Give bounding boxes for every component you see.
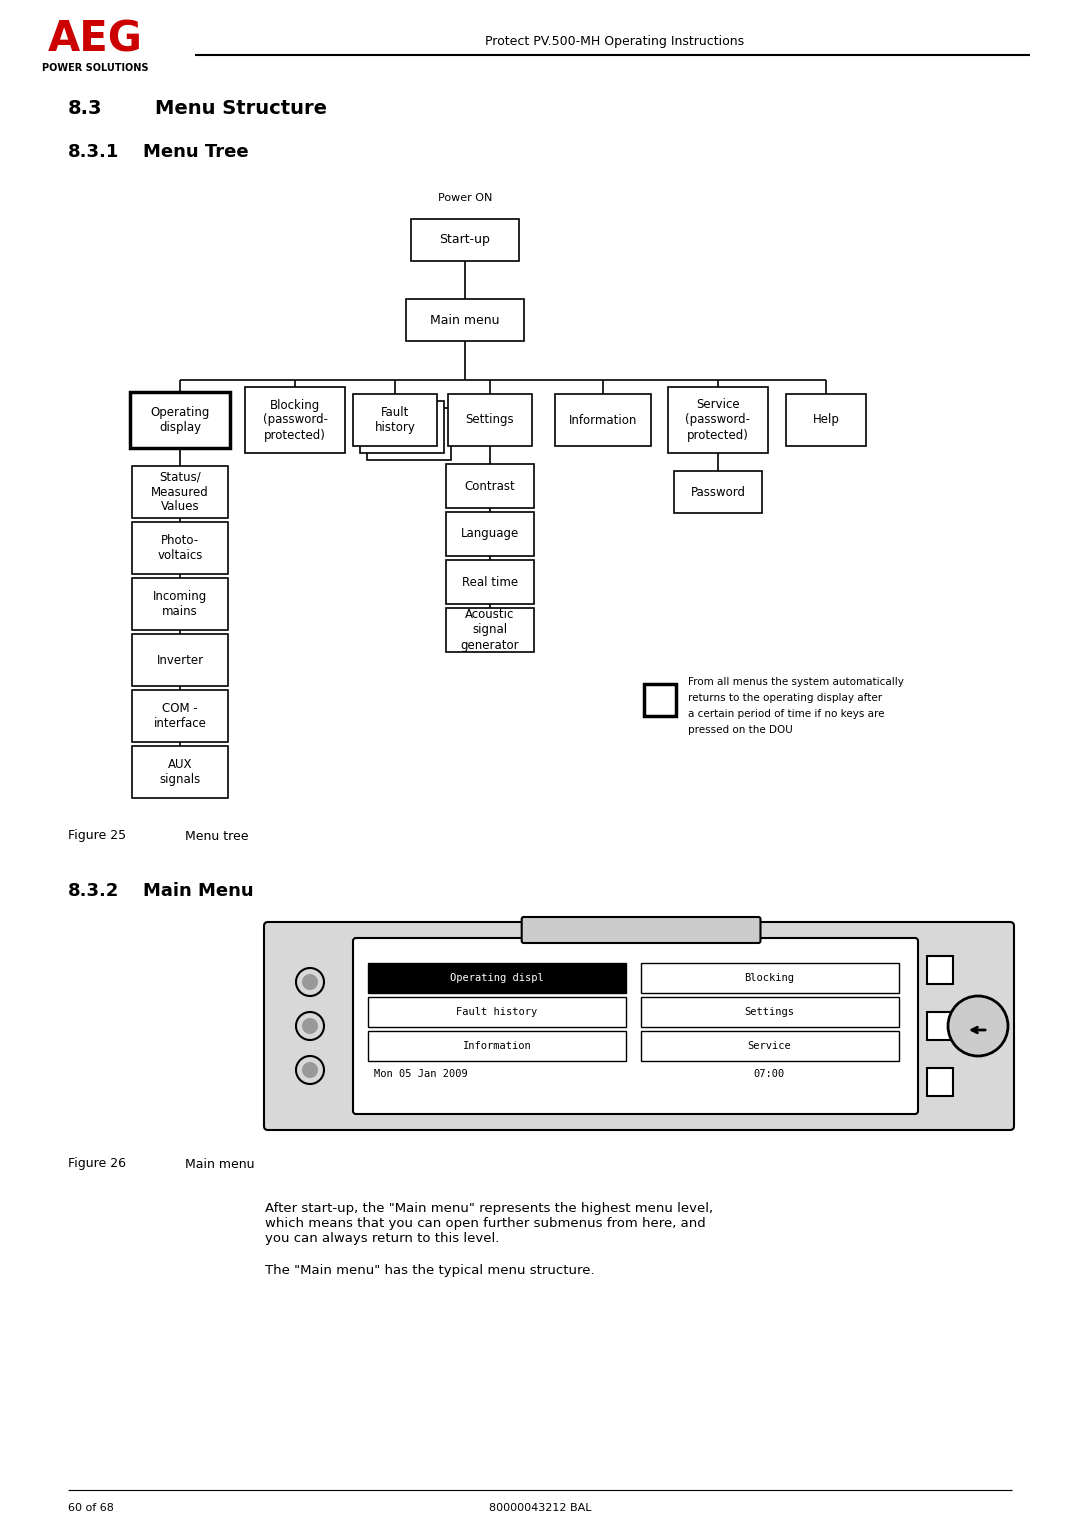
Bar: [669, 386, 768, 454]
Text: AUX
signals: AUX signals: [160, 757, 201, 786]
Text: Blocking: Blocking: [744, 973, 795, 983]
Text: From all menus the system automatically: From all menus the system automatically: [688, 676, 904, 687]
Text: Information: Information: [569, 414, 637, 426]
Bar: [640, 997, 899, 1028]
Bar: [132, 690, 228, 742]
Text: COM -
interface: COM - interface: [153, 702, 206, 730]
Text: The "Main menu" has the typical menu structure.: The "Main menu" has the typical menu str…: [265, 1264, 595, 1277]
Text: Menu Tree: Menu Tree: [143, 144, 248, 160]
FancyBboxPatch shape: [264, 922, 1014, 1130]
Bar: [132, 522, 228, 574]
Text: Fault
history: Fault history: [375, 406, 416, 434]
Text: Fault history: Fault history: [457, 1006, 538, 1017]
Text: Service: Service: [747, 1041, 792, 1051]
Bar: [446, 560, 534, 605]
Bar: [448, 394, 532, 446]
Text: Settings: Settings: [465, 414, 514, 426]
Bar: [368, 1031, 626, 1061]
Text: Password: Password: [690, 486, 745, 498]
Bar: [411, 218, 519, 261]
Bar: [446, 512, 534, 556]
Bar: [927, 1067, 953, 1096]
Text: Status/
Measured
Values: Status/ Measured Values: [151, 470, 208, 513]
Text: Settings: Settings: [744, 1006, 795, 1017]
Bar: [446, 464, 534, 508]
Text: 07:00: 07:00: [754, 1069, 785, 1080]
Text: Figure 26: Figure 26: [68, 1157, 126, 1171]
Text: Menu Structure: Menu Structure: [156, 99, 327, 118]
Bar: [555, 394, 651, 446]
Bar: [640, 964, 899, 993]
Text: Main menu: Main menu: [430, 313, 500, 327]
Text: AEG: AEG: [48, 18, 143, 61]
Text: Menu tree: Menu tree: [185, 829, 248, 843]
Text: Protect PV.500-MH Operating Instructions: Protect PV.500-MH Operating Instructions: [485, 35, 744, 49]
Circle shape: [302, 1019, 318, 1034]
Text: Help: Help: [812, 414, 839, 426]
Text: Real time: Real time: [462, 576, 518, 588]
Text: Main Menu: Main Menu: [143, 883, 254, 899]
Bar: [367, 408, 451, 460]
Text: 8.3.2: 8.3.2: [68, 883, 120, 899]
Text: Figure 25: Figure 25: [68, 829, 126, 843]
Bar: [132, 579, 228, 631]
Bar: [644, 684, 676, 716]
Text: Operating displ: Operating displ: [450, 973, 544, 983]
Bar: [132, 634, 228, 686]
Bar: [368, 964, 626, 993]
Bar: [245, 386, 345, 454]
Text: Photo-
voltaics: Photo- voltaics: [158, 534, 203, 562]
Text: returns to the operating display after: returns to the operating display after: [688, 693, 882, 702]
Bar: [132, 466, 228, 518]
Text: POWER SOLUTIONS: POWER SOLUTIONS: [42, 63, 148, 73]
Text: Operating
display: Operating display: [150, 406, 210, 434]
Text: After start-up, the "Main menu" represents the highest menu level,
which means t: After start-up, the "Main menu" represen…: [265, 1202, 713, 1245]
Text: Start-up: Start-up: [440, 234, 490, 246]
Text: Information: Information: [462, 1041, 531, 1051]
Text: Language: Language: [461, 527, 519, 541]
Bar: [786, 394, 866, 446]
Text: Main menu: Main menu: [185, 1157, 255, 1171]
Text: 60 of 68: 60 of 68: [68, 1503, 113, 1513]
Circle shape: [302, 974, 318, 989]
Text: Blocking
(password-
protected): Blocking (password- protected): [262, 399, 327, 441]
Text: Inverter: Inverter: [157, 654, 203, 666]
Bar: [132, 747, 228, 799]
Circle shape: [302, 1061, 318, 1078]
Text: Mon 05 Jan 2009: Mon 05 Jan 2009: [374, 1069, 468, 1080]
Text: Contrast: Contrast: [464, 479, 515, 493]
Text: Service
(password-
protected): Service (password- protected): [686, 399, 751, 441]
Bar: [130, 392, 230, 447]
Bar: [927, 956, 953, 983]
Text: 80000043212 BAL: 80000043212 BAL: [489, 1503, 591, 1513]
Bar: [360, 402, 444, 454]
Text: Acoustic
signal
generator: Acoustic signal generator: [461, 608, 519, 652]
Bar: [927, 1012, 953, 1040]
Text: Power ON: Power ON: [437, 192, 492, 203]
FancyBboxPatch shape: [522, 918, 760, 944]
Bar: [446, 608, 534, 652]
Text: pressed on the DOU: pressed on the DOU: [688, 725, 793, 734]
Bar: [368, 997, 626, 1028]
Bar: [640, 1031, 899, 1061]
Text: Incoming
mains: Incoming mains: [153, 589, 207, 618]
Text: 8.3.1: 8.3.1: [68, 144, 120, 160]
Bar: [353, 394, 437, 446]
Text: 8.3: 8.3: [68, 99, 103, 118]
Bar: [674, 470, 762, 513]
Text: a certain period of time if no keys are: a certain period of time if no keys are: [688, 709, 885, 719]
Bar: [406, 299, 524, 341]
Circle shape: [948, 996, 1008, 1057]
FancyBboxPatch shape: [353, 938, 918, 1115]
